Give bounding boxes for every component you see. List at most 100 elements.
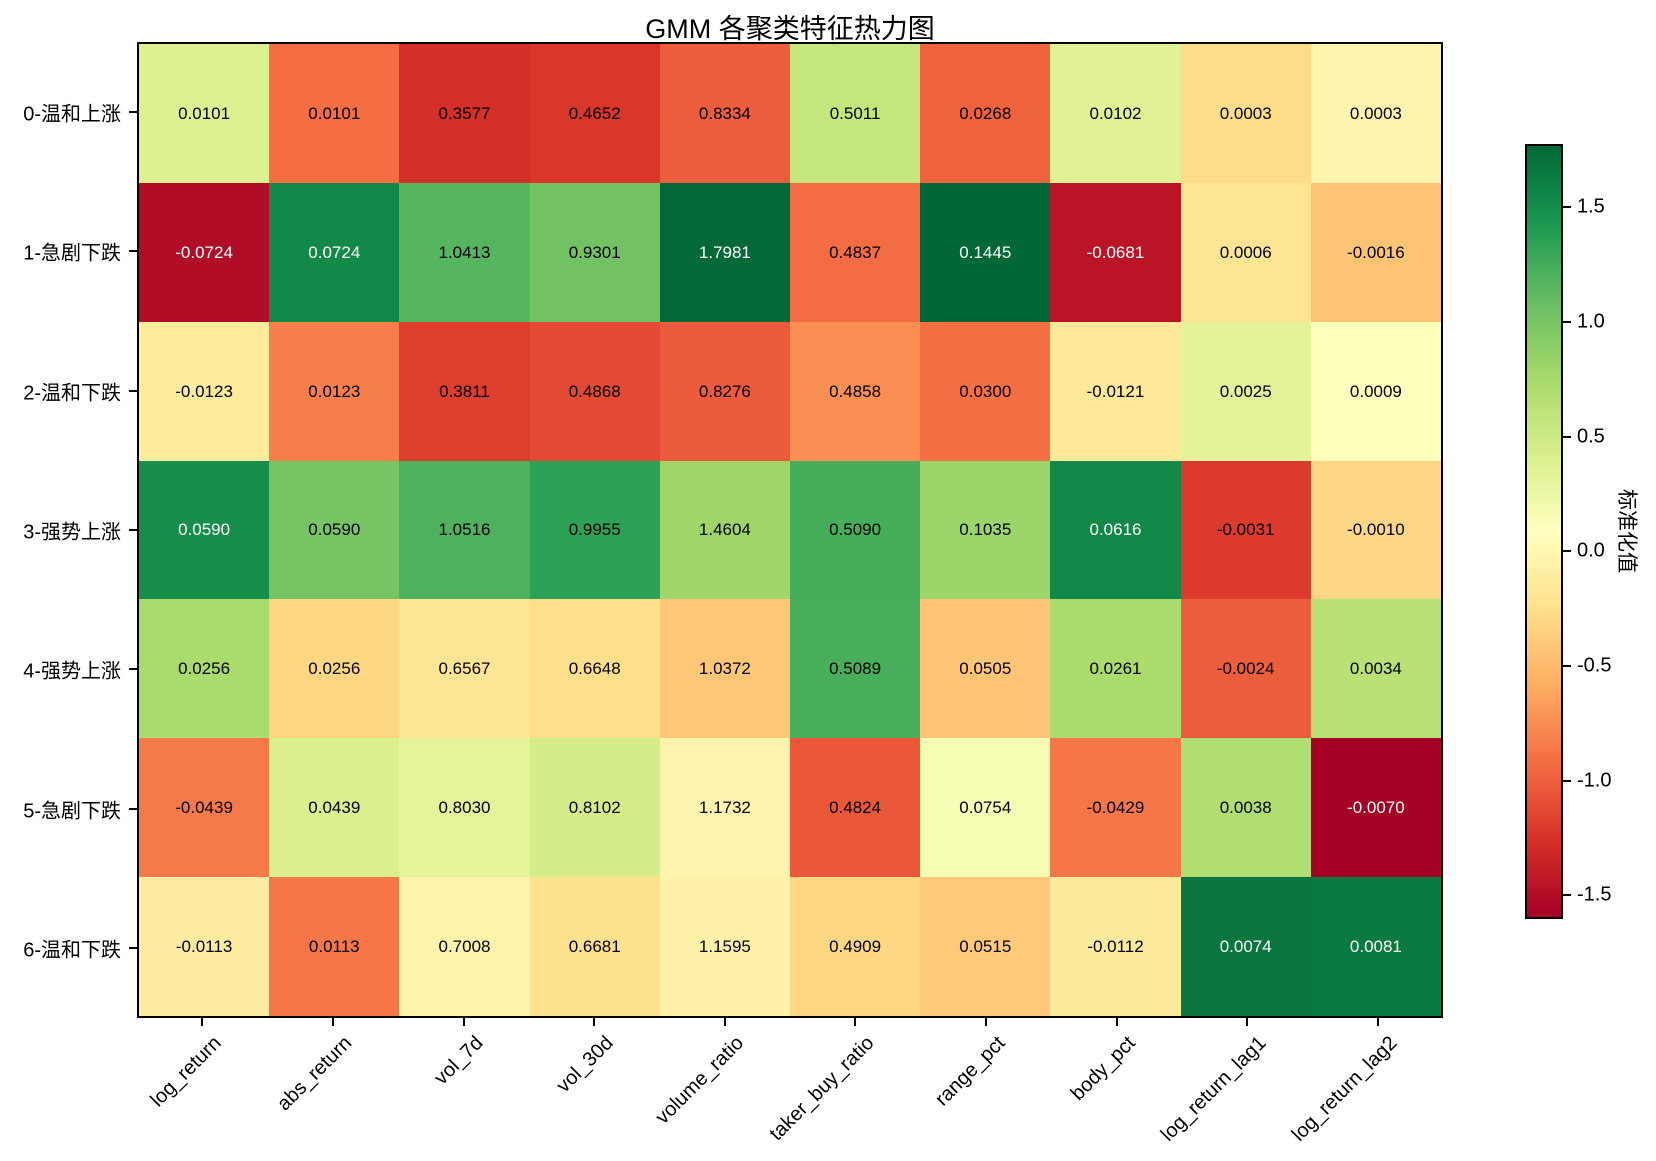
- x-axis-tick: [201, 1018, 204, 1026]
- colorbar-tick-label: 1.0: [1577, 310, 1605, 333]
- x-axis-tick: [462, 1018, 465, 1026]
- heatmap-cell: 0.0616: [1050, 460, 1181, 600]
- column-label: vol_7d: [429, 1032, 488, 1090]
- heatmap-cell: -0.0112: [1050, 877, 1181, 1016]
- colorbar-tick: [1563, 206, 1571, 209]
- row-label: 2-温和下跌: [23, 382, 121, 405]
- heatmap-cell: 1.4604: [659, 460, 790, 600]
- heatmap-cell: 0.0256: [269, 599, 400, 739]
- y-axis-tick: [129, 807, 137, 810]
- heatmap-cell: 0.8030: [399, 738, 530, 878]
- heatmap-cell: -0.0010: [1310, 460, 1441, 600]
- column-label: body_pct: [1067, 1032, 1141, 1105]
- heatmap-cell: 0.6567: [399, 599, 530, 739]
- heatmap-cell: 0.0123: [269, 321, 400, 461]
- heatmap-cell: 0.0515: [920, 877, 1051, 1016]
- heatmap-cell: 0.0505: [920, 599, 1051, 739]
- x-axis-tick: [1246, 1018, 1249, 1026]
- heatmap-cell: 0.7008: [399, 877, 530, 1016]
- heatmap-cell: -0.0724: [139, 182, 270, 322]
- column-label: range_pct: [930, 1032, 1010, 1111]
- colorbar-tick: [1563, 550, 1571, 553]
- heatmap-cell: 0.0101: [269, 44, 400, 183]
- x-axis-tick: [854, 1018, 857, 1026]
- colorbar-tick-label: 1.5: [1577, 195, 1605, 218]
- colorbar-label: 标准化值: [1615, 489, 1638, 573]
- column-label: taker_buy_ratio: [765, 1032, 879, 1146]
- heatmap-cell: 0.1445: [920, 182, 1051, 322]
- heatmap-cell: 0.0102: [1050, 44, 1181, 183]
- heatmap-cell: -0.0024: [1180, 599, 1311, 739]
- heatmap-cell: 0.6648: [529, 599, 660, 739]
- heatmap-cell: 0.0003: [1310, 44, 1441, 183]
- heatmap-cell: 0.0590: [139, 460, 270, 600]
- y-axis-tick: [129, 529, 137, 531]
- colorbar-tick: [1563, 664, 1571, 667]
- x-axis-tick: [723, 1018, 726, 1026]
- heatmap-cell: 0.9955: [529, 460, 660, 600]
- heatmap-cell: 0.4858: [790, 321, 921, 461]
- column-label: log_return_lag2: [1287, 1032, 1402, 1146]
- column-label: log_return: [146, 1032, 226, 1112]
- heatmap-cell: 0.0300: [920, 321, 1051, 461]
- column-label: abs_return: [273, 1032, 357, 1116]
- heatmap-cell: -0.0121: [1050, 321, 1181, 461]
- heatmap-cell: 1.7981: [659, 182, 790, 322]
- x-axis-tick: [331, 1018, 334, 1026]
- y-axis-tick: [129, 389, 137, 392]
- heatmap-cell: 0.0034: [1310, 599, 1441, 739]
- chart-title: GMM 各聚类特征热力图: [645, 14, 935, 44]
- colorbar-tick: [1563, 435, 1571, 438]
- heatmap-cell: 1.0516: [399, 460, 530, 600]
- heatmap-cell: 0.0256: [139, 599, 270, 739]
- colorbar-tick-label: 0.5: [1577, 425, 1605, 448]
- y-axis-tick: [129, 947, 137, 950]
- column-label: volume_ratio: [651, 1032, 749, 1129]
- heatmap-cell: -0.0016: [1310, 182, 1441, 322]
- colorbar-tick: [1563, 320, 1571, 323]
- heatmap-cell: 0.0006: [1180, 182, 1311, 322]
- x-axis-tick: [593, 1018, 596, 1026]
- heatmap-cell: 0.5089: [790, 599, 921, 739]
- heatmap-cell: 0.8276: [659, 321, 790, 461]
- colorbar-tick-label: -0.5: [1577, 654, 1612, 677]
- colorbar-tick-label: -1.5: [1577, 883, 1612, 906]
- heatmap-cell: -0.0439: [139, 738, 270, 878]
- row-label: 5-急剧下跌: [23, 800, 121, 823]
- heatmap-cell: 0.5011: [790, 44, 921, 183]
- colorbar-tick-label: 0.0: [1577, 539, 1605, 562]
- row-label: 6-温和下跌: [23, 939, 121, 962]
- x-axis-tick: [984, 1018, 987, 1026]
- heatmap-cell: 0.0074: [1180, 877, 1311, 1016]
- heatmap-cell: -0.0113: [139, 877, 270, 1016]
- x-axis-tick: [1115, 1018, 1118, 1026]
- x-axis-tick: [1376, 1018, 1379, 1026]
- y-axis-tick: [129, 250, 137, 253]
- heatmap-cell: 0.3577: [399, 44, 530, 183]
- heatmap-cell: 0.4837: [790, 182, 921, 322]
- y-axis-tick: [129, 110, 137, 113]
- column-label: log_return_lag1: [1156, 1032, 1271, 1146]
- heatmap-cell: 1.1595: [659, 877, 790, 1016]
- heatmap-cell: -0.0123: [139, 321, 270, 461]
- heatmap-cell: 0.0009: [1310, 321, 1441, 461]
- heatmap-cell: 0.0003: [1180, 44, 1311, 183]
- heatmap-cell: 0.0724: [269, 182, 400, 322]
- heatmap-cell: -0.0070: [1310, 738, 1441, 878]
- heatmap-cell: -0.0031: [1180, 460, 1311, 600]
- heatmap-cell: 0.0261: [1050, 599, 1181, 739]
- heatmap-cell: 0.0268: [920, 44, 1051, 183]
- row-label: 4-强势上涨: [23, 660, 121, 683]
- heatmap-cell: 0.4868: [529, 321, 660, 461]
- heatmap-cell: -0.0681: [1050, 182, 1181, 322]
- heatmap-cell: 0.6681: [529, 877, 660, 1016]
- row-label: 3-强势上涨: [23, 521, 121, 544]
- heatmap-cell: 0.8102: [529, 738, 660, 878]
- column-label: vol_30d: [552, 1032, 618, 1098]
- heatmap-cell: 0.9301: [529, 182, 660, 322]
- heatmap-cell: 0.0113: [269, 877, 400, 1016]
- row-label: 0-温和上涨: [23, 103, 121, 126]
- heatmap-cell: 0.4652: [529, 44, 660, 183]
- heatmap-cell: 1.1732: [659, 738, 790, 878]
